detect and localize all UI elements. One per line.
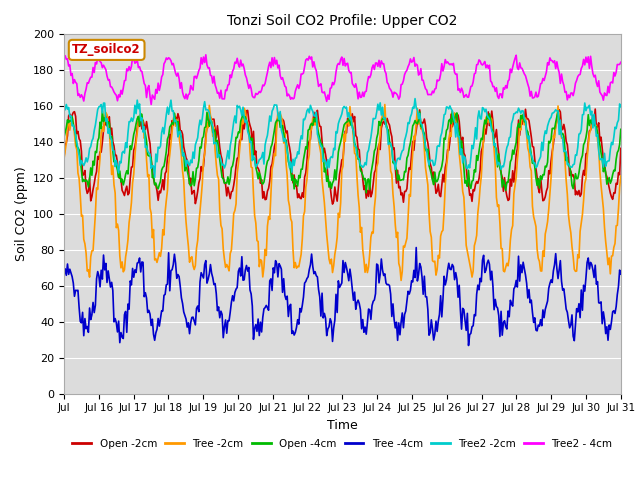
- X-axis label: Time: Time: [327, 419, 358, 432]
- Y-axis label: Soil CO2 (ppm): Soil CO2 (ppm): [15, 166, 28, 261]
- Legend: Open -2cm, Tree -2cm, Open -4cm, Tree -4cm, Tree2 -2cm, Tree2 - 4cm: Open -2cm, Tree -2cm, Open -4cm, Tree -4…: [68, 435, 616, 453]
- Text: TZ_soilco2: TZ_soilco2: [72, 43, 141, 56]
- Title: Tonzi Soil CO2 Profile: Upper CO2: Tonzi Soil CO2 Profile: Upper CO2: [227, 14, 458, 28]
